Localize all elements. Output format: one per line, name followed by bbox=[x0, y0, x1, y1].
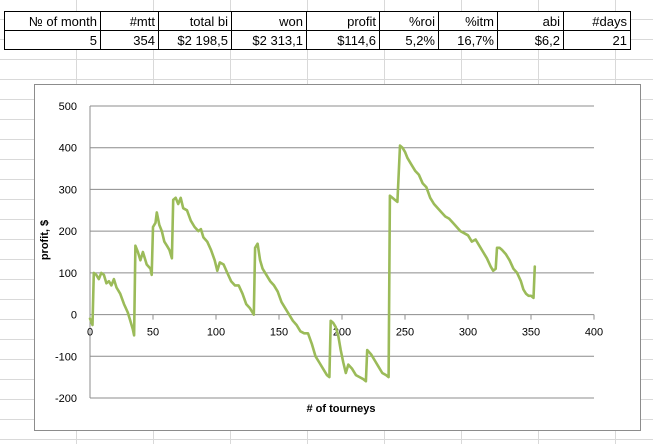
y-tick-label: 0 bbox=[71, 310, 77, 322]
value-cell[interactable]: $2 313,1 bbox=[231, 30, 307, 50]
value-cell[interactable]: 5 bbox=[4, 30, 101, 50]
value-cell[interactable]: $2 198,5 bbox=[158, 30, 232, 50]
value-cell[interactable]: 16,7% bbox=[438, 30, 498, 50]
x-tick-label: 50 bbox=[147, 327, 159, 339]
y-tick-label: -100 bbox=[55, 351, 77, 363]
stats-header-row: № of month #mtt total bi won profit %roi… bbox=[4, 11, 631, 31]
header-cell[interactable]: won bbox=[231, 11, 307, 31]
chart-area[interactable]: -200 -100 0 100 200 300 400 500 0 50 100 150 200 250… bbox=[34, 84, 641, 431]
profit-series-line bbox=[88, 144, 537, 383]
value-cell[interactable]: 354 bbox=[100, 30, 159, 50]
header-cell[interactable]: № of month bbox=[4, 11, 101, 31]
x-tick-label: 400 bbox=[585, 327, 603, 339]
stats-table: № of month #mtt total bi won profit %roi… bbox=[4, 11, 631, 50]
y-tick-label: 300 bbox=[59, 184, 77, 196]
value-cell[interactable]: $114,6 bbox=[306, 30, 380, 50]
header-cell[interactable]: %itm bbox=[438, 11, 498, 31]
y-tick-label: 200 bbox=[59, 226, 77, 238]
x-tick-label: 0 bbox=[87, 327, 93, 339]
x-tick-label: 300 bbox=[459, 327, 477, 339]
x-tick-label: 250 bbox=[396, 327, 414, 339]
y-tick-label: -200 bbox=[55, 393, 77, 405]
stats-value-row: 5 354 $2 198,5 $2 313,1 $114,6 5,2% 16,7… bbox=[4, 30, 631, 50]
value-cell[interactable]: 21 bbox=[563, 30, 631, 50]
y-tick-label: 400 bbox=[59, 143, 77, 155]
x-axis-label: # of tourneys bbox=[306, 403, 375, 415]
value-cell[interactable]: 5,2% bbox=[379, 30, 439, 50]
x-tick-label: 100 bbox=[207, 327, 225, 339]
y-tick-label: 100 bbox=[59, 268, 77, 280]
header-cell[interactable]: %roi bbox=[379, 11, 439, 31]
header-cell[interactable]: #days bbox=[563, 11, 631, 31]
value-cell[interactable]: $6,2 bbox=[497, 30, 564, 50]
y-axis-label: profit, $ bbox=[39, 220, 51, 260]
x-tick-label: 150 bbox=[270, 327, 288, 339]
header-cell[interactable]: profit bbox=[306, 11, 380, 31]
header-cell[interactable]: abi bbox=[497, 11, 564, 31]
header-cell[interactable]: total bi bbox=[158, 11, 232, 31]
x-tick-label: 350 bbox=[522, 327, 540, 339]
header-cell[interactable]: #mtt bbox=[100, 11, 159, 31]
y-tick-label: 500 bbox=[59, 101, 77, 113]
